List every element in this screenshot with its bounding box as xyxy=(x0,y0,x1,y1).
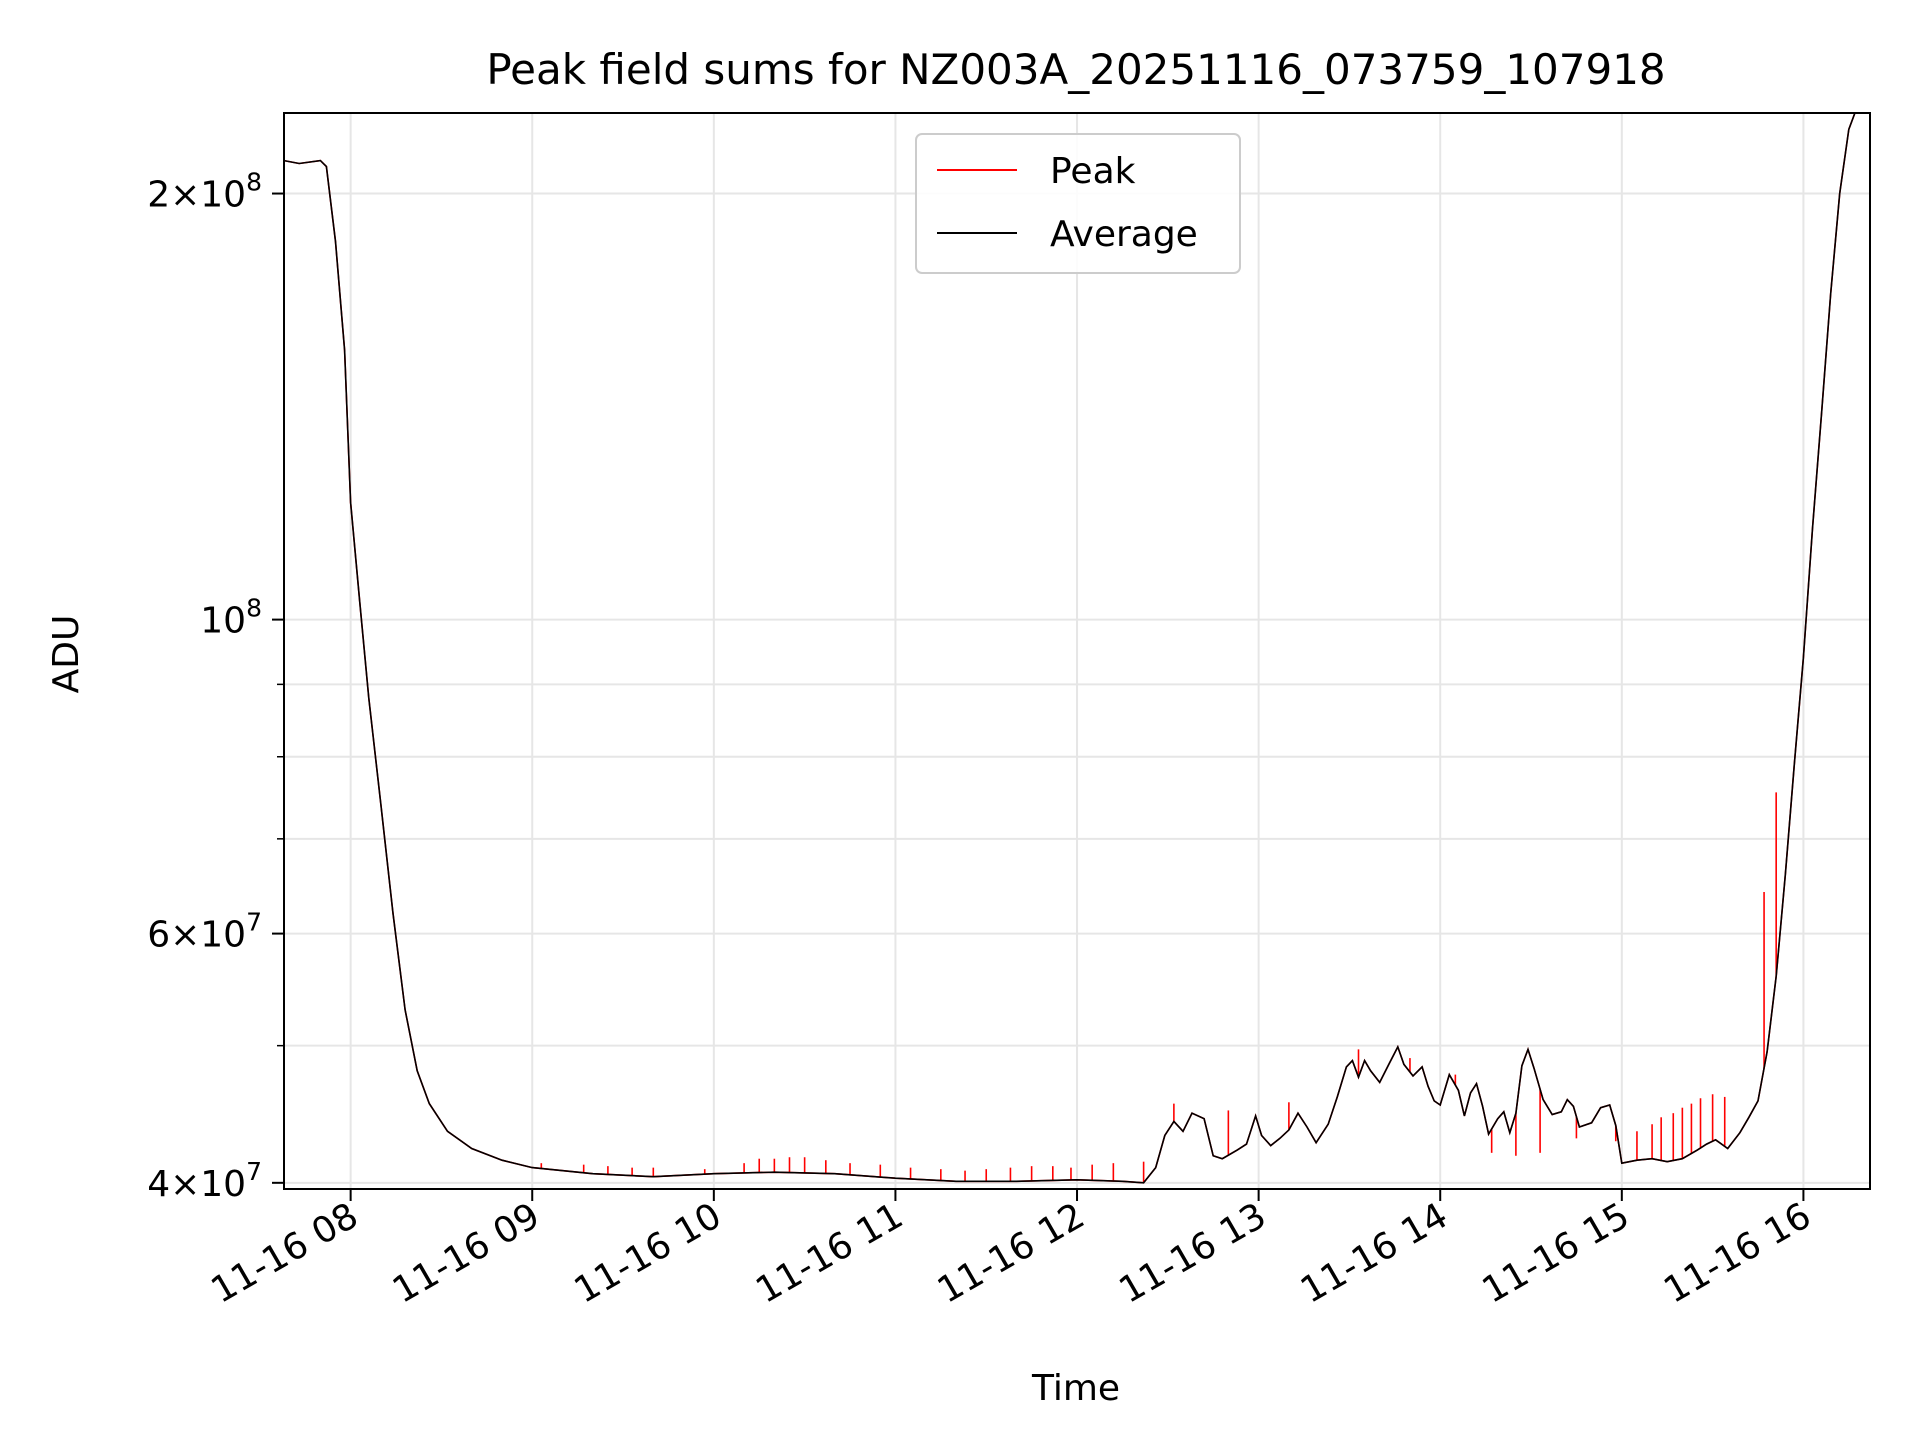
legend-average-label: Average xyxy=(1050,214,1198,255)
y-tick-label: 108 xyxy=(200,594,262,642)
legend-box xyxy=(915,133,1241,274)
y-axis-label: ADU xyxy=(46,615,87,694)
y-axis: 4×107 6×107 108 2×108 xyxy=(147,168,284,1205)
average-line xyxy=(284,113,1856,1184)
y-tick-label: 2×108 xyxy=(147,168,262,216)
chart-title: Peak field sums for NZ003A_20251116_0737… xyxy=(486,45,1665,94)
legend: Peak Average xyxy=(915,133,1241,274)
grid-layer xyxy=(284,113,1870,1189)
average-series xyxy=(284,113,1856,1184)
y-tick-label: 6×107 xyxy=(147,908,262,956)
y-tick-label: 4×107 xyxy=(147,1157,262,1205)
legend-peak-label: Peak xyxy=(1050,151,1136,192)
x-axis-label: Time xyxy=(1031,1368,1120,1409)
